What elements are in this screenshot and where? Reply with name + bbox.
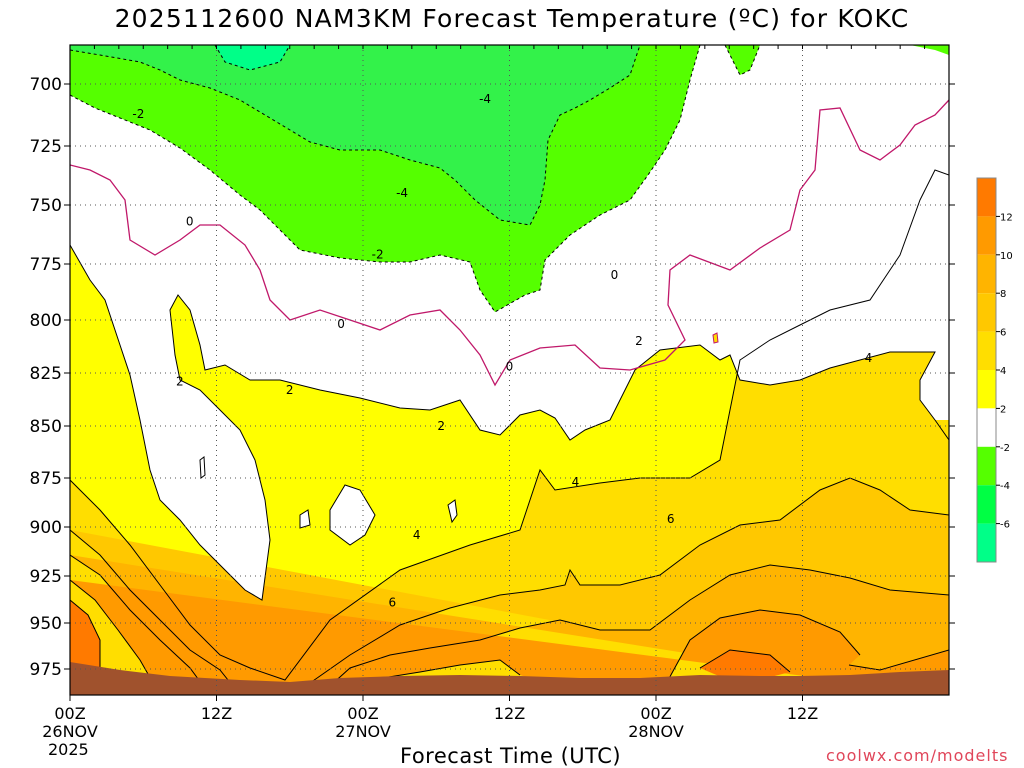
contour-label: 0	[337, 317, 345, 331]
isotherm-8-line	[70, 554, 949, 695]
contour-label: 6	[388, 595, 396, 609]
colorbar-swatch	[977, 254, 996, 294]
contour-label: 2	[635, 334, 643, 348]
colorbar-label: 6	[1000, 328, 1006, 339]
colorbar-swatch	[977, 178, 996, 217]
y-tick-label: 975	[30, 660, 62, 680]
isotherm-12-line	[70, 599, 791, 673]
x-tick-time: 12Z	[494, 704, 525, 723]
band-below-minus6	[215, 45, 290, 70]
isotherm-minus6-line	[214, 45, 291, 71]
terrain	[70, 662, 949, 695]
colorbar: 12 10 8 6 4 2 -2 -4 -6	[976, 177, 1013, 563]
colorbar-label: 12	[1000, 212, 1013, 223]
y-tick-label: 825	[30, 364, 62, 384]
y-tick-label: 875	[30, 469, 62, 489]
colorbar-swatch	[977, 370, 996, 409]
colorbar-label: -2	[1000, 443, 1010, 454]
y-tick-label: 800	[30, 311, 62, 331]
colorbar-label: -6	[1000, 520, 1010, 531]
x-tick-date: 28NOV	[628, 722, 684, 741]
contour-label: 4	[413, 528, 421, 542]
isotherm-0-blob	[712, 332, 719, 344]
y-tick-label: 850	[30, 417, 62, 437]
colorbar-swatch	[977, 216, 996, 255]
negative-isotherm-lines	[70, 45, 761, 313]
colorbar-label: 4	[1000, 366, 1006, 377]
colorbar-label: -4	[1000, 481, 1010, 492]
isotherm-2-line	[70, 244, 949, 601]
isotherm-2-islands	[199, 456, 458, 546]
colorbar-swatch	[977, 331, 996, 370]
x-tick-time: 00Z	[54, 704, 85, 723]
contour-label: 2	[286, 383, 294, 397]
contour-label: 2	[176, 374, 184, 388]
contour-label: -4	[479, 92, 491, 106]
isotherm-minus2-line	[70, 45, 761, 313]
x-tick-date: 26NOV	[42, 722, 98, 741]
year-label: 2025	[48, 740, 89, 759]
contour-label: 6	[667, 512, 675, 526]
contour-label: -2	[132, 107, 144, 121]
colorbar-swatch	[977, 446, 996, 486]
y-tick-label: 900	[30, 518, 62, 538]
contour-label: 0	[186, 215, 194, 229]
isotherm-4-line	[70, 169, 949, 681]
contour-label: 0	[506, 360, 514, 374]
y-tick-label: 725	[30, 137, 62, 157]
band-minus2-to-2-patch	[300, 485, 457, 545]
y-axis: 700 725 750 775 800 825 850 875 900 925 950 975	[30, 75, 955, 680]
colorbar-label: 10	[1000, 251, 1013, 262]
y-tick-label: 700	[30, 75, 62, 95]
contour-label: 0	[611, 268, 619, 282]
contour-label: 2	[437, 419, 445, 433]
y-tick-label: 750	[30, 196, 62, 216]
colorbar-swatch	[977, 485, 996, 524]
contour-label: 4	[572, 475, 580, 489]
x-axis-label: Forecast Time (UTC)	[400, 744, 622, 768]
x-tick-date: 27NOV	[335, 722, 391, 741]
colorbar-label: 8	[1000, 289, 1006, 300]
x-tick-time: 12Z	[201, 704, 232, 723]
isotherm-0-line	[70, 99, 949, 387]
x-tick-time: 12Z	[787, 704, 818, 723]
y-tick-label: 775	[30, 255, 62, 275]
chart-title: 2025112600 NAM3KM Forecast Temperature (…	[114, 4, 910, 33]
contour-label: -2	[372, 248, 384, 262]
x-tick-time: 00Z	[640, 704, 671, 723]
y-tick-label: 925	[30, 567, 62, 587]
source-credit: coolwx.com/modelts	[826, 746, 1009, 765]
isotherm-minus4-line	[70, 45, 641, 226]
y-tick-label: 950	[30, 614, 62, 634]
colorbar-swatch	[977, 523, 996, 562]
x-tick-time: 00Z	[347, 704, 378, 723]
contour-label: 4	[865, 351, 873, 365]
contour-label: -4	[396, 186, 408, 200]
band-minus6-to-minus4	[70, 45, 640, 225]
colorbar-label: 2	[1000, 404, 1006, 415]
contour-labels: -2 -4 -4 -2 0 0 0 0 2 2 2 2 4 4 4 6 6	[132, 92, 872, 609]
colorbar-swatch	[977, 293, 996, 332]
colorbar-swatch	[977, 408, 996, 447]
